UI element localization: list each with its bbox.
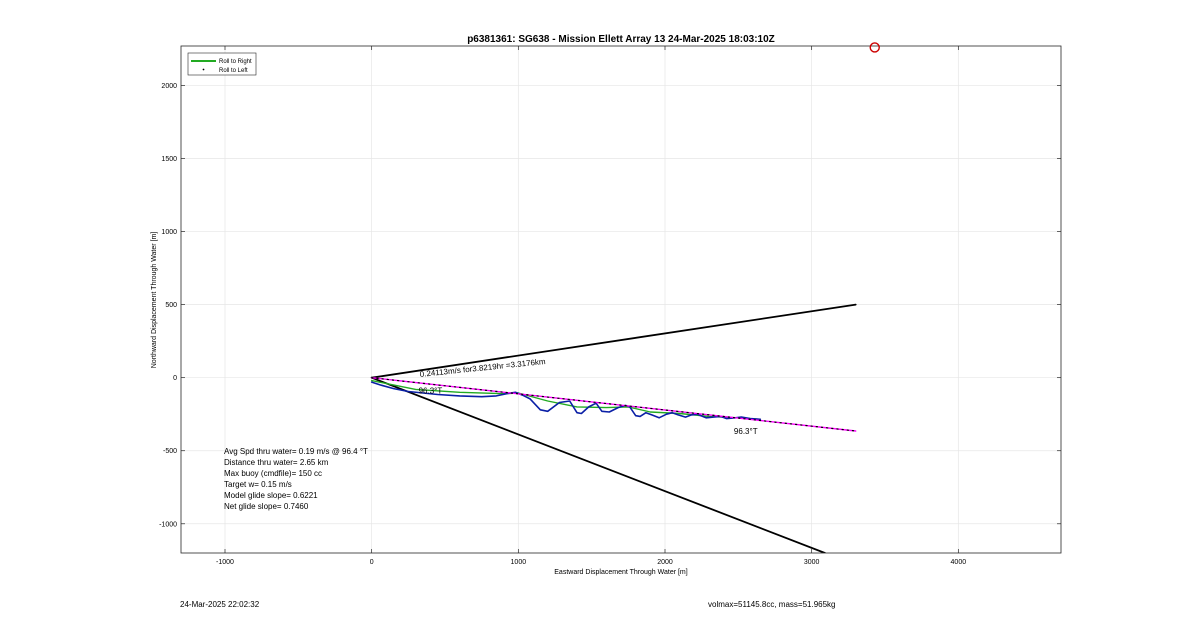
- legend-label-roll-left: Roll to Left: [219, 68, 248, 74]
- x-tick-label: 0: [370, 559, 374, 566]
- annotation-label: 96.3°T: [419, 387, 443, 396]
- current-position-marker: [869, 42, 880, 53]
- x-tick-label: 1000: [511, 559, 527, 566]
- x-tick-label: 2000: [657, 559, 673, 566]
- x-tick-label: -1000: [216, 559, 234, 566]
- y-tick-label: -500: [163, 448, 177, 455]
- legend-swatch-roll-left: [202, 68, 205, 71]
- info-net-glide: Net glide slope= 0.7460: [224, 502, 309, 511]
- upper-bound-line: [370, 303, 857, 379]
- annotation-label: 96.3°T: [734, 427, 758, 436]
- y-tick-label: -1000: [159, 521, 177, 528]
- legend-box: [187, 52, 257, 76]
- info-max-buoy: Max buoy (cmdfile)= 150 cc: [224, 469, 322, 478]
- footer-mass-info: volmax=51145.8cc, mass=51.965kg: [708, 600, 836, 609]
- roll-right-line: [371, 379, 761, 420]
- plot-area: [181, 46, 1061, 553]
- info-distance: Distance thru water= 2.65 km: [224, 458, 329, 467]
- plot-frame: [180, 45, 1062, 554]
- y-tick-label: 500: [165, 302, 177, 309]
- lower-bound-line: [370, 376, 826, 553]
- info-model-glide: Model glide slope= 0.6221: [224, 491, 318, 500]
- axis-ticks: -1000 0 1000 2000 3000 4000 -1000 -500 0 500 1000 1…: [159, 46, 1061, 566]
- grid-lines: [181, 46, 1061, 553]
- series-layer: [370, 303, 857, 553]
- legend-label-roll-right: Roll to Right: [219, 59, 252, 65]
- roll-left-dots: [371, 377, 857, 432]
- info-avg-speed: Avg Spd thru water= 0.19 m/s @ 96.4 °T: [224, 447, 368, 456]
- y-tick-label: 0: [173, 375, 177, 382]
- x-axis-label: Eastward Displacement Through Water [m]: [554, 569, 687, 576]
- y-tick-label: 2000: [161, 83, 177, 90]
- legend: Roll to Right Roll to Left: [187, 52, 257, 76]
- footer-date: 24-Mar-2025 22:02:32: [180, 600, 260, 609]
- chart-title: p6381361: SG638 - Mission Ellett Array 1…: [467, 34, 775, 45]
- x-tick-label: 4000: [951, 559, 967, 566]
- glider-track-line: [370, 381, 762, 421]
- y-tick-label: 1500: [161, 156, 177, 163]
- y-tick-label: 1000: [161, 229, 177, 236]
- x-tick-label: 3000: [804, 559, 820, 566]
- info-target-w: Target w= 0.15 m/s: [224, 480, 292, 489]
- info-text-block: Avg Spd thru water= 0.19 m/s @ 96.4 °T D…: [224, 447, 368, 511]
- y-axis-label: Northward Displacement Through Water [m]: [151, 232, 158, 369]
